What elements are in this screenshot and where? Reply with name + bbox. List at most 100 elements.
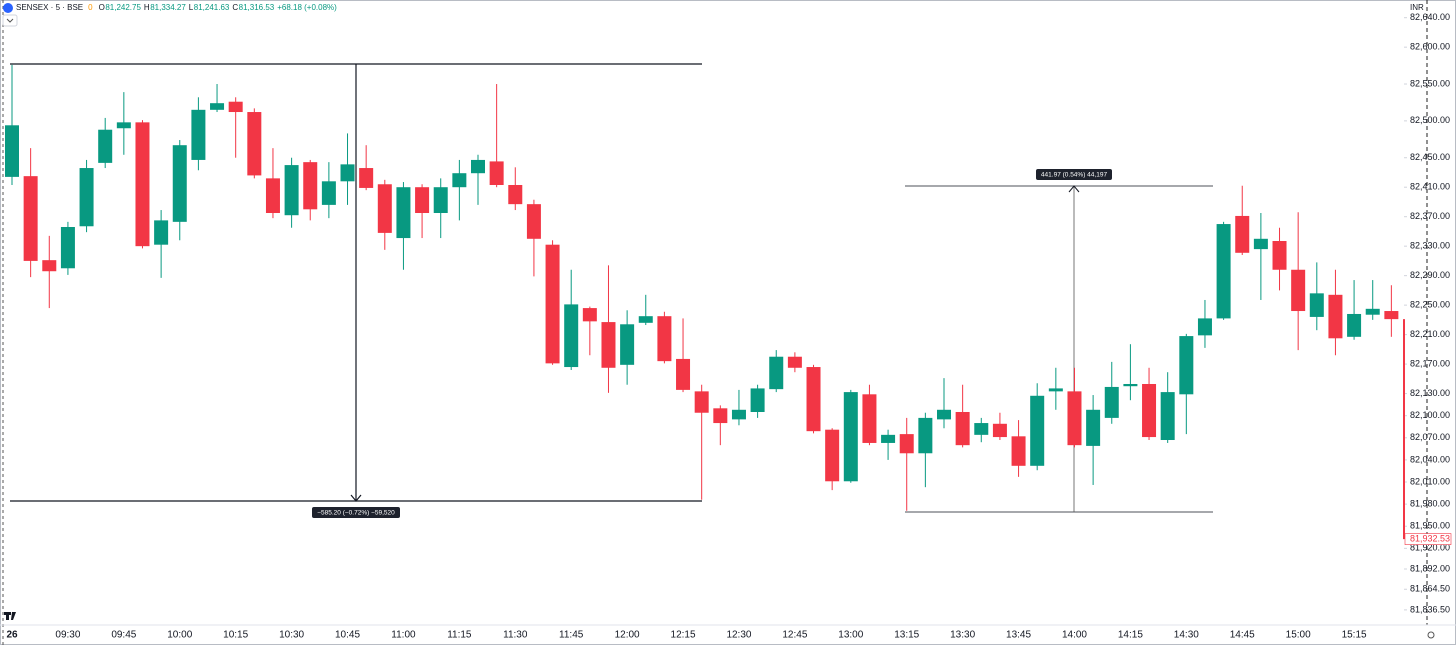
x-tick-label: 10:30 bbox=[279, 630, 304, 641]
x-tick-label: 14:30 bbox=[1174, 630, 1199, 641]
x-tick-label: 12:45 bbox=[782, 630, 807, 641]
candle-body bbox=[1160, 392, 1175, 441]
candle-body bbox=[676, 358, 691, 390]
candle-body bbox=[769, 356, 784, 390]
candle-body bbox=[116, 122, 131, 129]
candle-body bbox=[1179, 336, 1194, 395]
candle-body bbox=[452, 173, 467, 188]
y-tick-label: 81,892.00 bbox=[1410, 563, 1450, 573]
x-tick-label: 13:00 bbox=[838, 630, 863, 641]
x-tick-label: 13:45 bbox=[1006, 630, 1031, 641]
y-tick-label: 82,130.00 bbox=[1410, 388, 1450, 398]
candle-body bbox=[359, 168, 374, 188]
y-tick-label: 82,640.00 bbox=[1410, 12, 1450, 22]
y-tick-label: 81,980.00 bbox=[1410, 499, 1450, 509]
candle-body bbox=[881, 434, 896, 443]
candle-body bbox=[228, 101, 243, 113]
candle-body bbox=[1030, 395, 1045, 466]
candle-body bbox=[750, 388, 765, 412]
x-tick-label: 09:30 bbox=[55, 630, 80, 641]
y-tick-label: 82,100.00 bbox=[1410, 410, 1450, 420]
change-value: +68.18 (+0.08%) bbox=[277, 3, 337, 12]
candle-body bbox=[564, 304, 579, 368]
legend-header: SENSEX · 5 · BSE 0 O 81,242.75 H 81,334.27 L 81… bbox=[16, 3, 337, 12]
x-tick-label: 10:45 bbox=[335, 630, 360, 641]
y-tick-label: 82,450.00 bbox=[1410, 152, 1450, 162]
candle-body bbox=[862, 394, 877, 443]
candle-body bbox=[433, 187, 448, 214]
ohlc-value: 81,334.27 bbox=[150, 3, 186, 12]
ohlc-key: L bbox=[189, 3, 194, 12]
x-tick-label: 10:15 bbox=[223, 630, 248, 641]
candle-body bbox=[489, 161, 504, 185]
candle-body bbox=[1197, 318, 1212, 336]
x-tick-label: 14:00 bbox=[1062, 630, 1087, 641]
symbol-logo bbox=[3, 3, 13, 13]
x-tick-label: 12:00 bbox=[615, 630, 640, 641]
candle-body bbox=[79, 168, 94, 227]
collapse-button[interactable] bbox=[2, 14, 18, 27]
y-tick-label: 82,210.00 bbox=[1410, 329, 1450, 339]
candle-body bbox=[1347, 313, 1362, 337]
arrow-head bbox=[1068, 185, 1080, 193]
candle-body bbox=[526, 204, 541, 239]
candle-body bbox=[1086, 409, 1101, 446]
candle-body bbox=[620, 324, 635, 365]
candle-body bbox=[992, 423, 1007, 438]
candle-body bbox=[471, 159, 485, 174]
candle-body bbox=[1365, 308, 1380, 315]
candle-body bbox=[1291, 269, 1306, 312]
candle-body bbox=[1048, 388, 1063, 392]
candle-body bbox=[321, 181, 336, 205]
collapse-icon bbox=[6, 18, 14, 23]
ohlc-key: H bbox=[144, 3, 150, 12]
alert-badge: 0 bbox=[88, 3, 93, 12]
candle-body bbox=[210, 103, 225, 110]
x-tick-label: 12:15 bbox=[671, 630, 696, 641]
candle-body bbox=[657, 316, 672, 362]
candle-body bbox=[787, 356, 802, 368]
candle-body bbox=[284, 165, 299, 216]
candle-body bbox=[955, 411, 970, 446]
candle-body bbox=[1216, 224, 1231, 319]
candle-body bbox=[1309, 293, 1324, 317]
candle-body bbox=[937, 409, 951, 420]
x-tick-label: 09:45 bbox=[111, 630, 136, 641]
candle-body bbox=[1253, 238, 1268, 250]
candle-body bbox=[1011, 436, 1026, 466]
candle-body bbox=[731, 409, 746, 420]
x-tick-label: 11:30 bbox=[503, 630, 528, 641]
x-tick-label: 15:15 bbox=[1342, 630, 1367, 641]
y-tick-label: 82,370.00 bbox=[1410, 211, 1450, 221]
candle-body bbox=[1123, 383, 1138, 387]
candle-body bbox=[582, 308, 597, 322]
y-tick-label: 81,950.00 bbox=[1410, 521, 1450, 531]
candle-body bbox=[1142, 383, 1157, 438]
candle-body bbox=[415, 187, 430, 214]
candle-body bbox=[191, 109, 206, 160]
candle-body bbox=[825, 429, 840, 482]
candle-body bbox=[5, 125, 19, 177]
x-tick-label: 13:30 bbox=[950, 630, 975, 641]
settings-icon[interactable] bbox=[1427, 631, 1435, 639]
measure-label: 441.97 (0.54%) 44,197 bbox=[1041, 172, 1108, 179]
y-tick-label: 82,600.00 bbox=[1410, 42, 1450, 52]
candle-body bbox=[303, 162, 318, 210]
x-tick-label: 14:45 bbox=[1230, 630, 1255, 641]
candle-body bbox=[172, 145, 187, 222]
candle-body bbox=[265, 178, 280, 214]
candle-body bbox=[1067, 391, 1082, 446]
arrow-head bbox=[350, 494, 362, 502]
y-tick-label: 82,170.00 bbox=[1410, 358, 1450, 368]
x-tick-label: 26 bbox=[6, 630, 18, 641]
ohlc-key: O bbox=[99, 3, 105, 12]
candle-body bbox=[713, 408, 728, 424]
y-tick-label: 81,920.00 bbox=[1410, 543, 1450, 553]
candle-body bbox=[806, 367, 821, 432]
candle-body bbox=[974, 423, 989, 435]
y-tick-label: 82,070.00 bbox=[1410, 432, 1450, 442]
candle-body bbox=[694, 391, 709, 413]
